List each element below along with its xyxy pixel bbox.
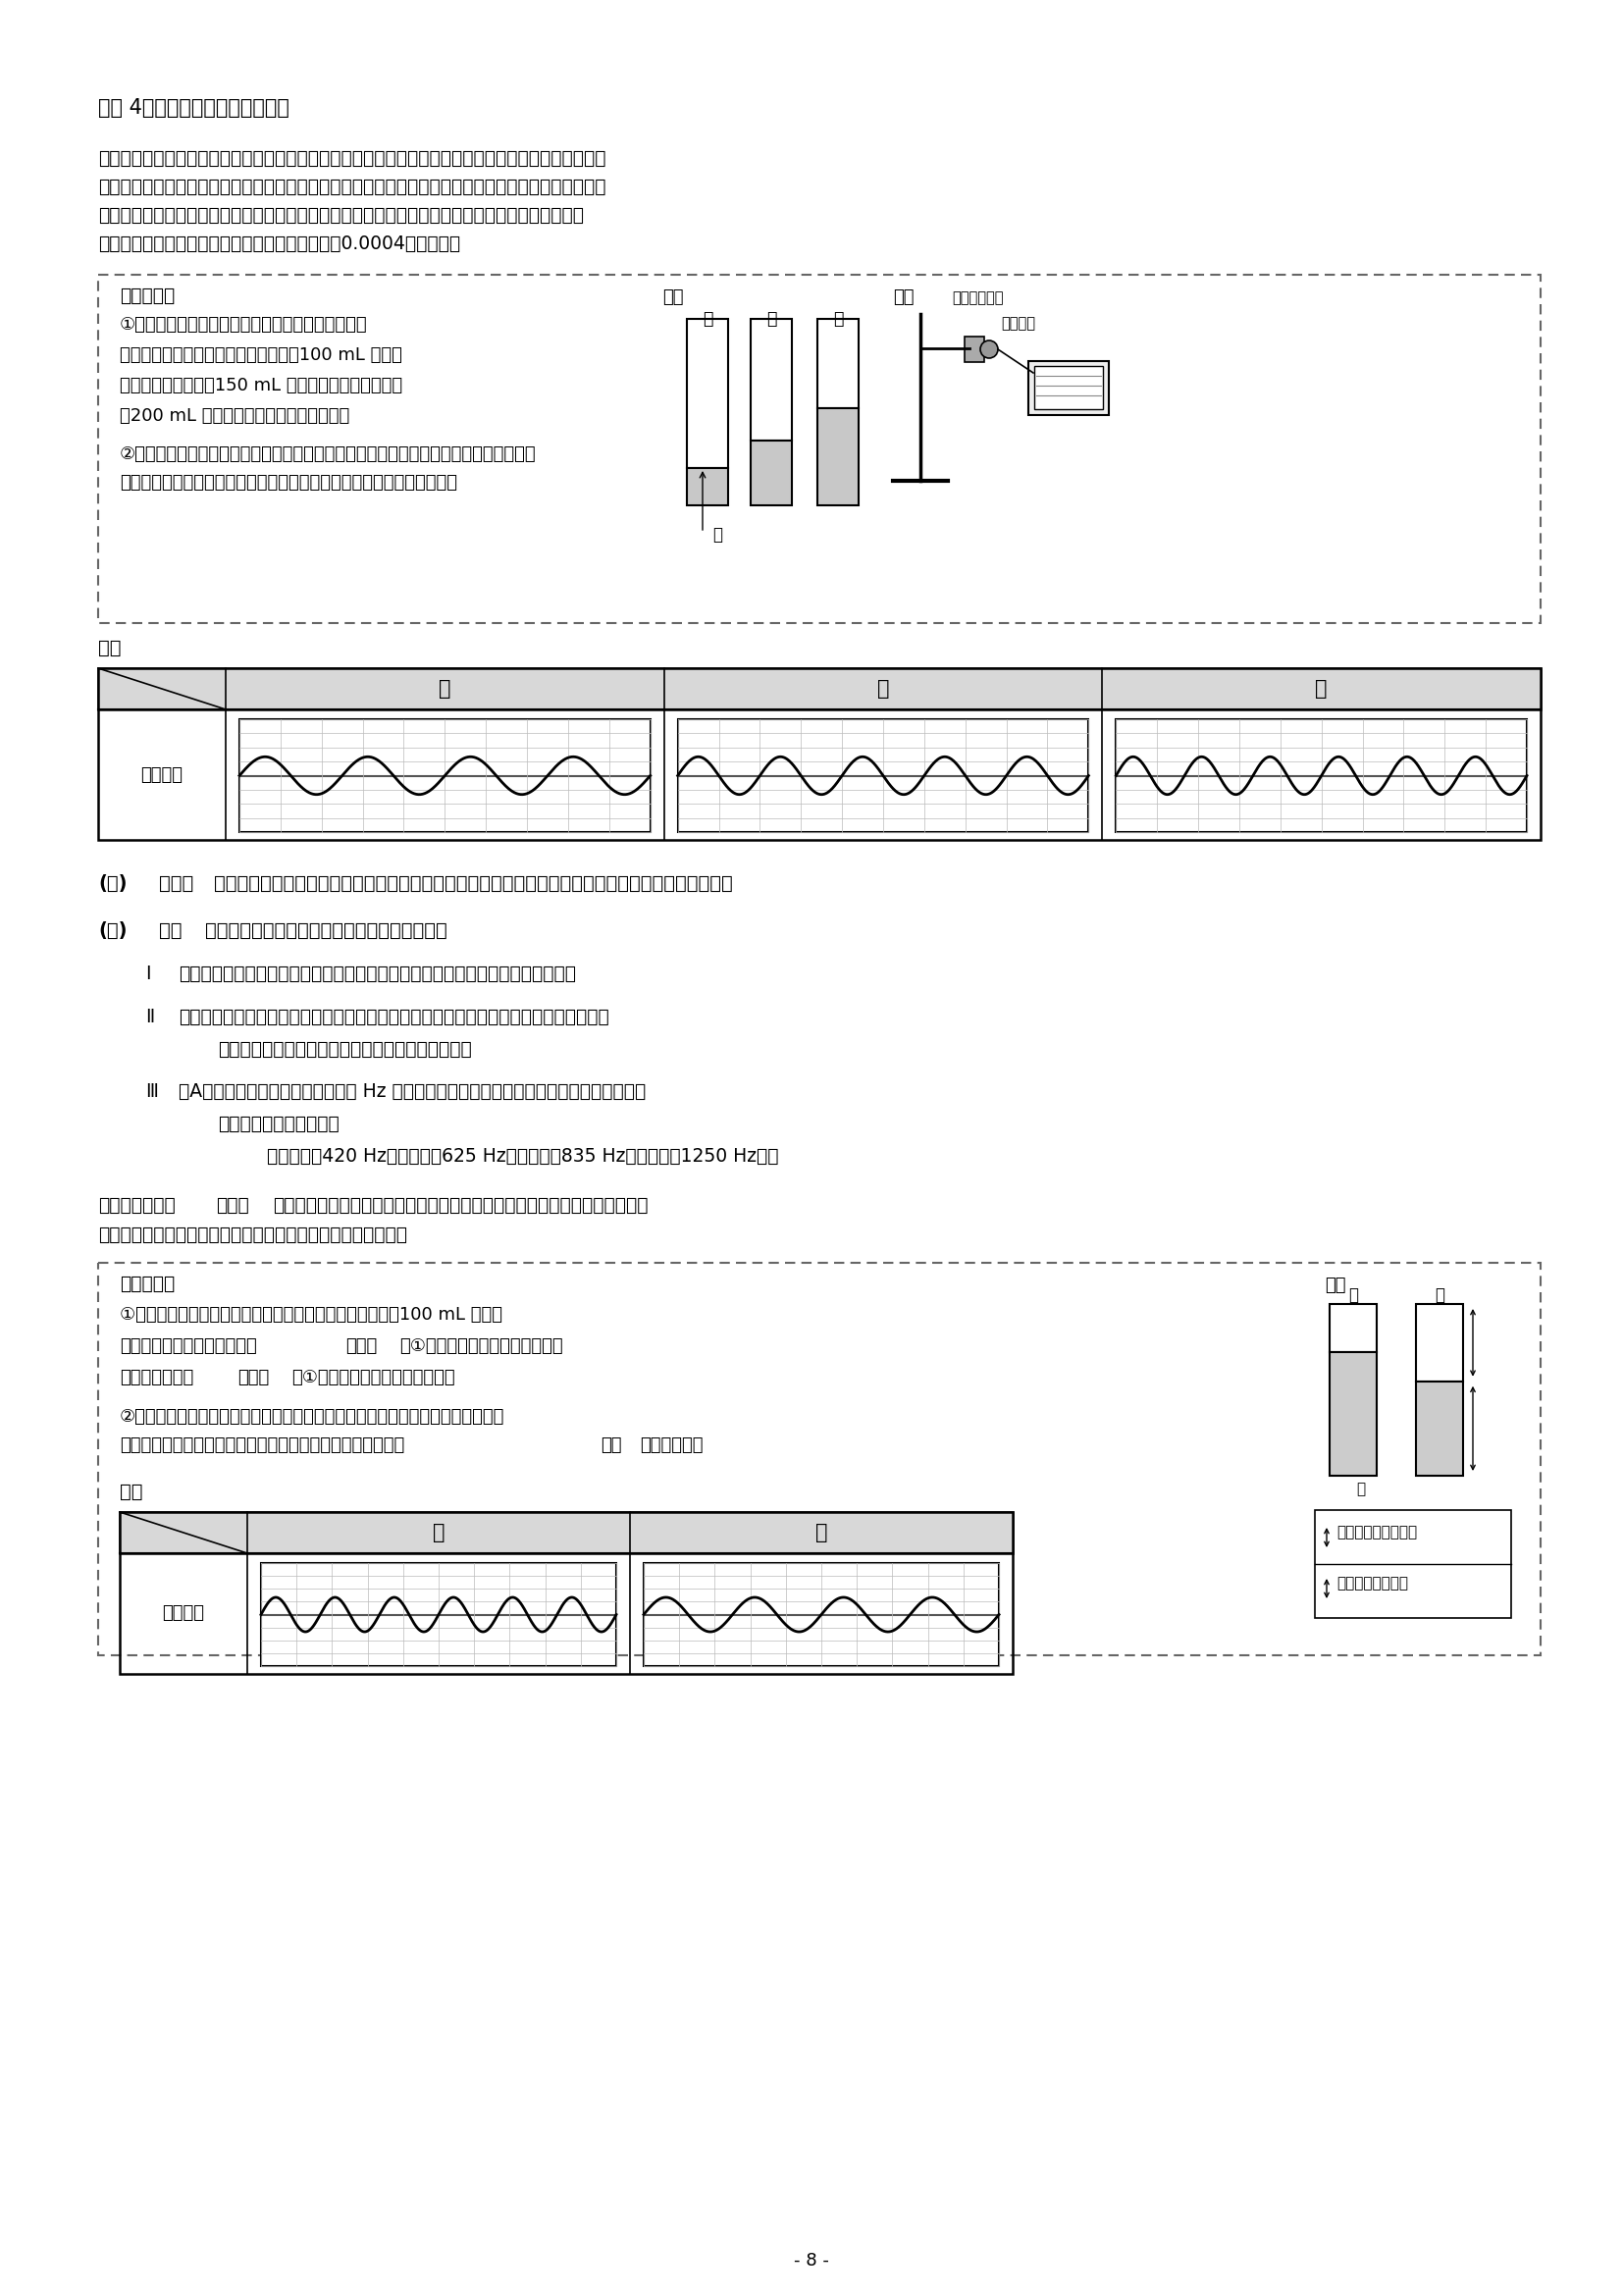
Bar xyxy=(751,319,792,441)
Text: にまとめた。: にまとめた。 xyxy=(639,1437,703,1453)
Text: 表２: 表２ xyxy=(120,1483,143,1502)
Text: ：空気の部分の長さ: ：空気の部分の長さ xyxy=(1336,1525,1417,1541)
Text: 水: 水 xyxy=(1357,1481,1365,1497)
Text: Ｅ: Ｅ xyxy=(1435,1286,1444,1304)
Bar xyxy=(97,1263,1540,1655)
Text: 実験１: 実験１ xyxy=(237,1368,269,1387)
Text: パソコン: パソコン xyxy=(1001,317,1035,331)
Text: Ｃ: Ｃ xyxy=(1315,680,1328,698)
Text: Ｂ: Ｂ xyxy=(876,680,889,698)
Text: Ｄ: Ｄ xyxy=(1349,1286,1358,1304)
Bar xyxy=(240,719,651,831)
Text: ：水の部分の長さ: ：水の部分の長さ xyxy=(1336,1577,1409,1591)
Text: - 8 -: - 8 - xyxy=(794,2252,829,2268)
Bar xyxy=(120,1513,1013,1552)
Text: はばを，横軸は時間を表し，横軸の１目盛りは0.0004秒である。: はばを，横軸は時間を表し，横軸の１目盛りは0.0004秒である。 xyxy=(97,234,461,253)
Text: 表２: 表２ xyxy=(601,1437,622,1453)
Bar xyxy=(97,668,1540,709)
Text: 表１: 表１ xyxy=(97,638,122,657)
Bar xyxy=(1117,719,1527,831)
Text: ①　３本の同じペットボトルを，長さが同じになる: ① ３本の同じペットボトルを，長さが同じになる xyxy=(120,317,367,333)
Text: で，水を注いで発生した音の振動は，何の振動によってマイクロホンに伝えられたか，書きなさい。: で，水を注いで発生した音の振動は，何の振動によってマイクロホンに伝えられたか，書… xyxy=(214,875,732,893)
Text: 実験１: 実験１ xyxy=(346,1336,377,1355)
Text: 音の波形: 音の波形 xyxy=(141,767,183,783)
Text: 表１: 表１ xyxy=(159,921,182,939)
Text: ②　図２のように，水を注いだとき，Ａ～Ｃから発生した音を，マイクロホンを通して: ② 図２のように，水を注いだとき，Ａ～Ｃから発生した音を，マイクロホンを通して xyxy=(120,445,536,464)
Bar xyxy=(1034,365,1104,409)
Text: 音の大きさに関係がある，振動の中心からのはばを何というか，書きなさい。: 音の大きさに関係がある，振動の中心からのはばを何というか，書きなさい。 xyxy=(179,964,576,983)
Text: Ｉ　大村さんは，水道の蛇口から水筒に水を注いでいるとき，水筒から聞こえる音の高さが次第に変化: Ｉ 大村さんは，水道の蛇口から水筒に水を注いでいるとき，水筒から聞こえる音の高さ… xyxy=(97,149,605,168)
Text: ように上部を切り，図１のように，100 mL の水を: ように上部を切り，図１のように，100 mL の水を xyxy=(120,347,403,365)
Text: Ⅱ: Ⅱ xyxy=(144,1008,154,1026)
Text: 入れたものをＡ，150 mL の水を入れたものをＢ，: 入れたものをＡ，150 mL の水を入れたものをＢ， xyxy=(120,377,403,395)
Bar xyxy=(687,319,729,468)
Bar xyxy=(1029,360,1109,416)
Text: Ⅰ: Ⅰ xyxy=(144,964,151,983)
Text: ①　図３のように，２本の同じペットボトルに，それぞれ100 mL の水を: ① 図３のように，２本の同じペットボトルに，それぞれ100 mL の水を xyxy=(120,1306,503,1322)
Text: 200 mL の水を入れたものをＣとした。: 200 mL の水を入れたものをＣとした。 xyxy=(120,406,349,425)
Circle shape xyxy=(980,340,998,358)
Bar xyxy=(964,338,984,363)
Bar xyxy=(1415,1382,1462,1476)
Text: 図３: 図３ xyxy=(1324,1277,1345,1295)
Text: 入れ，空気の部分の長さが: 入れ，空気の部分の長さが xyxy=(120,1336,256,1355)
Text: 図２: 図２ xyxy=(893,289,914,305)
Text: の①のＢと同じものをＥとした。: の①のＢと同じものをＥとした。 xyxy=(292,1368,454,1387)
Text: そのように判断した理由を簡潔に書きなさい。: そのように判断した理由を簡潔に書きなさい。 xyxy=(217,1040,472,1058)
Bar xyxy=(678,719,1089,831)
Text: Ｃ: Ｃ xyxy=(833,310,842,328)
Text: することに興味をもち，次のような実験を行った。ただし，表１，２は，水を注ぎ始めたときの音の: することに興味をもち，次のような実験を行った。ただし，表１，２は，水を注ぎ始めた… xyxy=(97,177,605,195)
Text: Ｂ: Ｂ xyxy=(766,310,776,328)
Text: 音の波形: 音の波形 xyxy=(162,1605,204,1623)
Text: 【　ア　紏420 Hz　　イ　紏625 Hz　　ウ　紏835 Hz　　エ　紏1250 Hz　】: 【 ア 紏420 Hz イ 紏625 Hz ウ 紏835 Hz エ 紏1250 … xyxy=(266,1148,779,1166)
Bar xyxy=(1117,719,1527,831)
Text: Ｄ: Ｄ xyxy=(432,1522,445,1543)
Bar xyxy=(1329,1352,1376,1476)
Bar xyxy=(240,719,651,831)
Bar xyxy=(644,1564,998,1667)
Text: の①のＣと同じものをＤ，空気の: の①のＣと同じものをＤ，空気の xyxy=(399,1336,563,1355)
Bar xyxy=(120,1513,1013,1674)
Text: 実験１: 実験１ xyxy=(216,1196,248,1215)
Text: マイクロホン: マイクロホン xyxy=(951,289,1003,305)
Bar xyxy=(97,276,1540,622)
Text: (１): (１) xyxy=(97,875,127,893)
Text: Ａ: Ａ xyxy=(438,680,451,698)
Text: 〔実験１〕: 〔実験１〕 xyxy=(120,287,175,305)
Bar xyxy=(687,468,729,505)
Text: 水: 水 xyxy=(712,526,722,544)
Text: (２): (２) xyxy=(97,921,127,939)
Bar xyxy=(261,1564,617,1667)
Bar xyxy=(644,1564,998,1667)
Text: Ａ: Ａ xyxy=(703,310,712,328)
Text: 【問 4】　各問いに答えなさい。: 【問 4】 各問いに答えなさい。 xyxy=(97,99,289,117)
Text: ②　図２のように，水を注いだとき，Ｄ，Ｅから発生した音を，マイクロホンを: ② 図２のように，水を注いだとき，Ｄ，Ｅから発生した音を，マイクロホンを xyxy=(120,1407,505,1426)
Text: 通してそれぞれパソコンに記録し，波形で表したものを，: 通してそれぞれパソコンに記録し，波形で表したものを， xyxy=(120,1437,404,1453)
Text: それぞれパソコンに記録し，波形で表したものを，表１にまとめた。: それぞれパソコンに記録し，波形で表したものを，表１にまとめた。 xyxy=(120,473,458,491)
Text: 実験１: 実験１ xyxy=(159,875,193,893)
Text: 部分の長さが: 部分の長さが xyxy=(120,1368,193,1387)
Text: 図１: 図１ xyxy=(662,289,683,305)
Text: で，音の高さが，「空気の部分の長さ」「水の部分の長さ」のどちらに関係: で，音の高さが，「空気の部分の長さ」「水の部分の長さ」のどちらに関係 xyxy=(273,1196,648,1215)
Text: をもとに，音の大きさや高さについて考えた。: をもとに，音の大きさや高さについて考えた。 xyxy=(204,921,448,939)
Bar xyxy=(678,719,1089,831)
Bar xyxy=(97,668,1540,840)
Bar xyxy=(751,441,792,505)
Text: 〔実験２〕: 〔実験２〕 xyxy=(120,1274,175,1293)
Bar xyxy=(818,409,859,505)
Bar xyxy=(1329,1304,1376,1352)
Text: 波形を模式的に表したものであり，縦軸と横軸の目盛りのとり方はすべて等しく，縦軸は振動の: 波形を模式的に表したものであり，縦軸と横軸の目盛りのとり方はすべて等しく，縦軸は… xyxy=(97,207,584,225)
Bar xyxy=(818,319,859,409)
Text: 大村さんは，: 大村さんは， xyxy=(97,1196,175,1215)
Text: して変化するのかを調べるために，次のような実験を行った。: して変化するのかを調べるために，次のような実験を行った。 xyxy=(97,1226,407,1244)
Text: 記号を書きなさい。: 記号を書きなさい。 xyxy=(217,1114,339,1134)
Bar xyxy=(1415,1304,1462,1382)
Bar xyxy=(261,1564,617,1667)
Text: Ｅ: Ｅ xyxy=(815,1522,828,1543)
Bar xyxy=(1315,1511,1511,1619)
Text: 表１のＡ～Ｃのうち，音の高さが最も高いものはどれか，記号を書きなさい。また，: 表１のＡ～Ｃのうち，音の高さが最も高いものはどれか，記号を書きなさい。また， xyxy=(179,1008,609,1026)
Text: Aから発生した音の振動数は約何 Hz か，最も適切なものを，次のア～エから１つ選び，: Aから発生した音の振動数は約何 Hz か，最も適切なものを，次のア～エから１つ選… xyxy=(179,1081,646,1100)
Text: Ⅲ: Ⅲ xyxy=(144,1081,157,1100)
